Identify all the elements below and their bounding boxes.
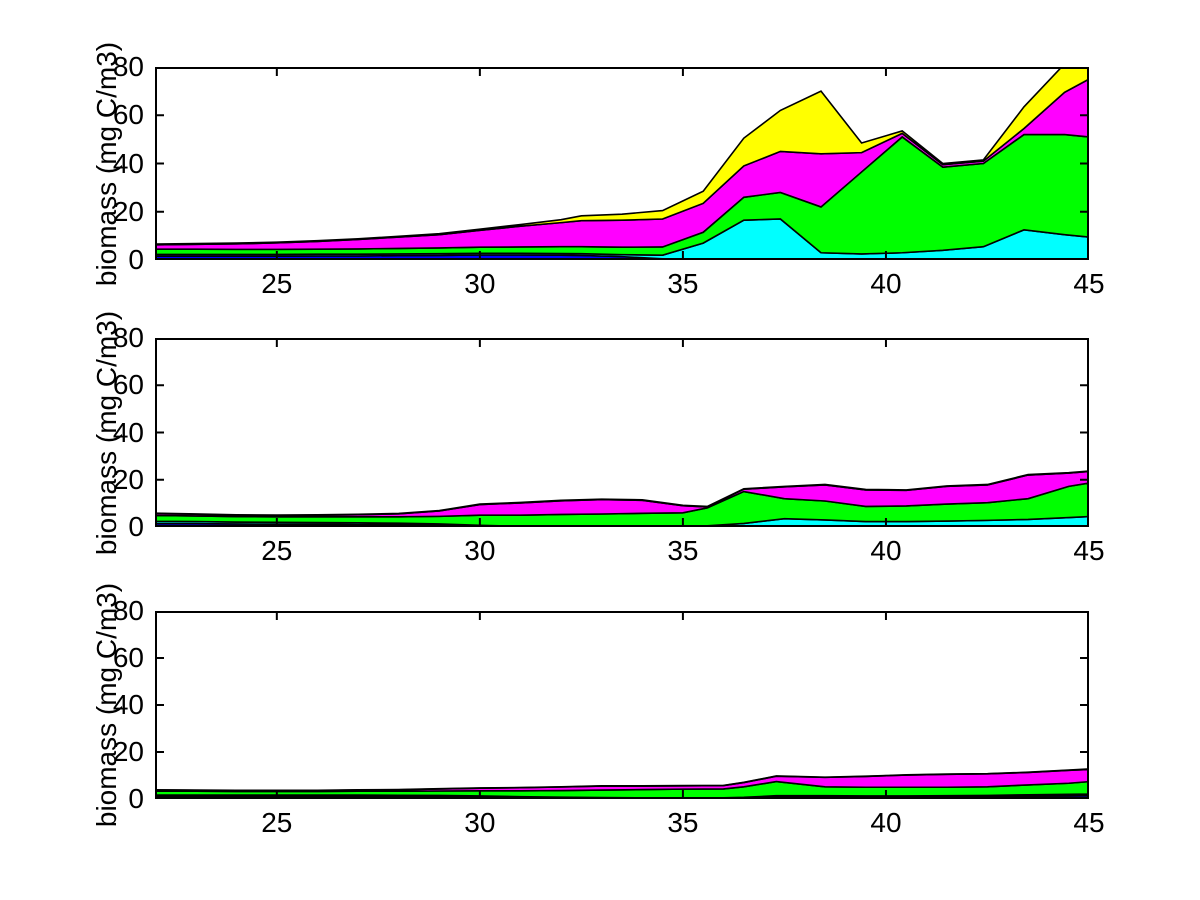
x-tick-label: 35	[667, 807, 699, 838]
y-tick-label: 40	[112, 147, 144, 179]
x-tick-label: 45	[1073, 535, 1105, 566]
x-tick-label: 40	[870, 268, 902, 299]
area-series-yellow	[155, 768, 1089, 792]
x-tick-label: 30	[464, 807, 496, 838]
x-tick-label: 25	[261, 535, 293, 566]
y-tick-label: 40	[112, 416, 144, 448]
area-series-yellow	[155, 67, 1089, 246]
y-tick-label: 40	[112, 689, 144, 720]
y-tick-label: 20	[112, 736, 144, 767]
x-tick-label: 40	[870, 807, 902, 838]
subplot-middle: biomass (mg C/m3) 25 30 35 40 45 0 20 40 60 80	[91, 310, 1105, 565]
stacked-area-chart-top	[155, 67, 1089, 260]
axes-border	[155, 67, 1089, 260]
x-tick-label: 25	[261, 268, 293, 299]
tick-marks	[155, 611, 1089, 799]
y-tick-label: 0	[128, 244, 144, 275]
y-tick-label: 80	[112, 322, 144, 353]
x-tick-label: 40	[870, 535, 902, 566]
y-tick-label: 80	[112, 51, 144, 82]
x-tick-label: 35	[667, 268, 699, 299]
x-tick-label: 25	[261, 807, 293, 838]
y-tick-label: 20	[112, 463, 144, 495]
subplot-top: biomass (mg C/m3) 25 30 35 40 45 0 20 40 60 80	[91, 41, 1105, 298]
y-tick-label: 80	[112, 595, 144, 626]
stacked-area-chart-middle	[155, 338, 1089, 527]
area-series-yellow	[155, 470, 1089, 517]
x-tick-label: 35	[667, 535, 699, 566]
y-tick-label: 60	[112, 99, 144, 131]
y-tick-label: 0	[128, 783, 144, 814]
y-tick-label: 20	[112, 195, 144, 227]
y-tick-label: 60	[112, 369, 144, 401]
x-tick-label: 45	[1073, 268, 1105, 299]
stacked-area-chart-bottom	[155, 611, 1089, 799]
y-tick-label: 60	[112, 642, 144, 673]
x-tick-label: 45	[1073, 807, 1105, 838]
x-tick-label: 30	[464, 535, 496, 566]
axes-border	[155, 338, 1089, 527]
subplot-bottom: biomass (mg C/m3) 25 30 35 40 45 0 20 40 60 80	[91, 583, 1105, 838]
axes-border	[155, 611, 1089, 799]
y-tick-label: 0	[128, 511, 144, 542]
x-tick-label: 30	[464, 268, 496, 299]
